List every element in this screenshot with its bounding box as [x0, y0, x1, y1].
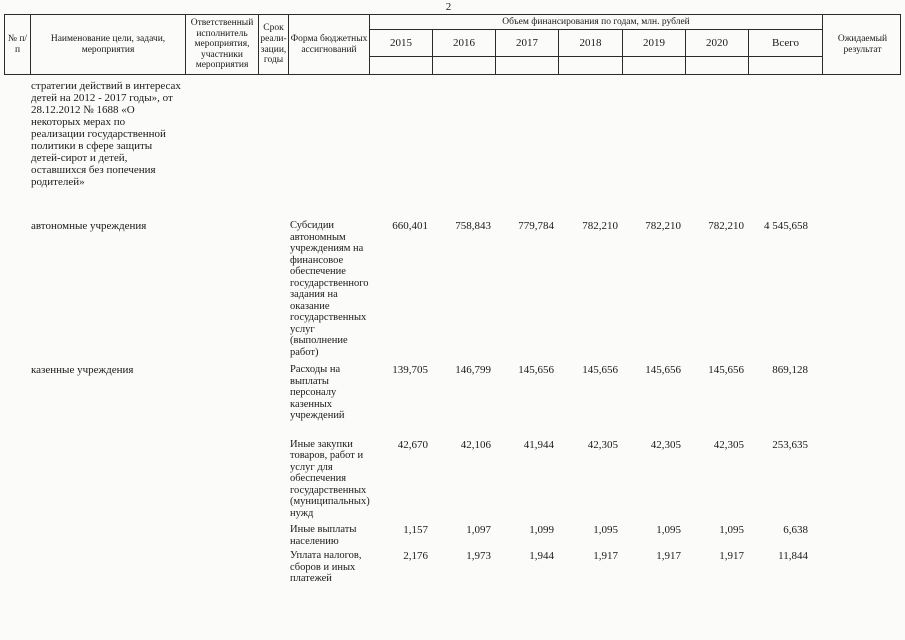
row-value-2019: 782,210: [645, 220, 681, 232]
row-value-total: 253,635: [772, 438, 808, 451]
col-header-name: Наименование цели, задачи, мероприятия: [31, 15, 186, 74]
row-value-2019: 42,305: [650, 438, 681, 451]
table-row: автономные учреждения Субсидии автономны…: [4, 220, 901, 358]
col-header-executor: Ответственный исполнитель мероприятия, у…: [186, 15, 259, 74]
row-value-2018: 1,917: [593, 550, 618, 562]
row-form-cell: Уплата налогов, сборов и иных платежей: [290, 550, 362, 584]
table-row: Уплата налогов, сборов и иных платежей 2…: [4, 550, 901, 585]
row-value-2019: 145,656: [645, 364, 681, 376]
row-value-2016: 758,843: [455, 220, 491, 232]
row-value-2020: 1,917: [719, 550, 744, 562]
header-filler-cell: [370, 57, 433, 74]
row-form-cell: Иные выплаты населению: [290, 524, 357, 547]
header-filler-cell: [496, 57, 559, 74]
row-value-2020: 42,305: [713, 438, 744, 451]
row-value-2020: 1,095: [719, 524, 744, 536]
row-value-2016: 1,097: [466, 524, 491, 536]
row-value-2015: 42,670: [397, 438, 428, 451]
row-value-2017: 1,944: [529, 550, 554, 562]
row-name-cell: стратегии действий в интересах детей на …: [31, 80, 181, 188]
table-row: Иные выплаты населению 1,157 1,097 1,099…: [4, 524, 901, 547]
col-header-term: Срок реали- зации, годы: [259, 15, 289, 74]
year-header-2015: 2015: [370, 30, 433, 57]
table-row: казенные учреждения Расходы на выплаты п…: [4, 364, 901, 422]
row-form-cell: Расходы на выплаты персоналу казенных уч…: [290, 364, 345, 421]
header-filler-cell: [686, 57, 749, 74]
table-row: стратегии действий в интересах детей на …: [4, 80, 901, 188]
year-header-2020: 2020: [686, 30, 749, 57]
row-value-2017: 41,944: [523, 438, 554, 451]
header-filler-cell: [559, 57, 623, 74]
row-name-cell: [30, 550, 185, 585]
financing-table: № п/п Наименование цели, задачи, меропри…: [4, 14, 901, 585]
row-form-cell: Иные закупки товаров, работ и услуг для …: [290, 438, 370, 519]
year-header-2017: 2017: [496, 30, 559, 57]
row-name-cell: автономные учреждения: [31, 220, 147, 232]
col-header-num: № п/п: [5, 15, 31, 74]
row-value-2019: 1,917: [656, 550, 681, 562]
header-filler-cell: [623, 57, 686, 74]
row-value-2017: 779,784: [518, 220, 554, 232]
table-row: Иные закупки товаров, работ и услуг для …: [4, 439, 901, 520]
row-value-total: 11,844: [778, 550, 808, 562]
row-value-total: 6,638: [783, 524, 808, 536]
row-name-cell: [30, 439, 185, 520]
col-header-expected: Ожидаемый результат: [837, 33, 888, 55]
row-value-2015: 139,705: [392, 364, 428, 376]
row-name-cell: казенные учреждения: [31, 364, 134, 376]
row-value-2020: 145,656: [708, 364, 744, 376]
row-value-2020: 782,210: [708, 220, 744, 232]
row-value-2018: 782,210: [582, 220, 618, 232]
row-value-2018: 1,095: [593, 524, 618, 536]
row-form-cell: Субсидии автономным учреждениям на финан…: [290, 220, 369, 358]
header-filler-cell: [749, 57, 823, 74]
row-value-2015: 1,157: [403, 524, 428, 536]
year-header-2019: 2019: [623, 30, 686, 57]
col-header-form: Форма бюджетных ассигнований: [289, 15, 370, 74]
year-header-2016: 2016: [433, 30, 496, 57]
row-value-2018: 42,305: [587, 438, 618, 451]
row-value-2015: 2,176: [403, 550, 428, 562]
row-value-2016: 42,106: [460, 438, 491, 451]
row-value-total: 869,128: [772, 364, 808, 376]
col-header-financing-title: Объем финансирования по годам, млн. рубл…: [370, 15, 823, 30]
row-value-2018: 145,656: [582, 364, 618, 376]
row-value-2019: 1,095: [656, 524, 681, 536]
row-value-2017: 145,656: [518, 364, 554, 376]
row-value-2015: 660,401: [392, 220, 428, 232]
row-value-2016: 146,799: [455, 364, 491, 376]
row-name-cell: [30, 524, 185, 547]
page-number: 2: [445, 1, 452, 13]
row-value-2017: 1,099: [529, 524, 554, 536]
table-header: № п/п Наименование цели, задачи, меропри…: [4, 14, 901, 75]
row-value-total: 4 545,658: [764, 220, 808, 232]
header-filler-cell: [433, 57, 496, 74]
row-value-2016: 1,973: [466, 550, 491, 562]
year-header-total: Всего: [749, 30, 823, 57]
year-header-2018: 2018: [559, 30, 623, 57]
